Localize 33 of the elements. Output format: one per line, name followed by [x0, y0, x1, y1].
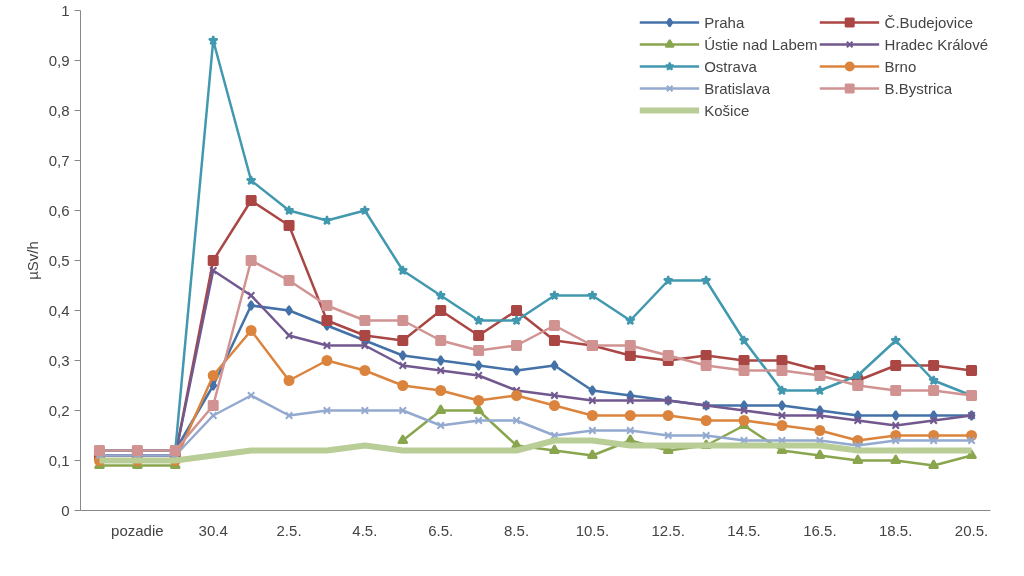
x-tick-label: 14.5.: [727, 521, 761, 539]
y-axis-title: µSv/h: [23, 241, 41, 280]
y-tick-label: 0,3: [48, 351, 70, 369]
legend-label: Ostrava: [704, 56, 757, 76]
legend-label: Brno: [884, 56, 917, 76]
y-tick-label: 0,9: [48, 51, 70, 69]
y-tick-label: 0,2: [48, 401, 70, 419]
x-tick-label: 12.5.: [651, 521, 685, 539]
legend-label: Ústie nad Labem: [704, 34, 818, 54]
x-tick-label: 18.5.: [879, 521, 913, 539]
y-tick-label: 0,7: [48, 151, 70, 169]
y-tick-label: 0,5: [48, 251, 70, 269]
legend-label: Č.Budejovice: [884, 12, 973, 32]
x-tick-label: pozadie: [111, 521, 164, 539]
x-tick-label: 2.5.: [276, 521, 302, 539]
y-tick-label: 0,1: [48, 451, 70, 469]
x-tick-label: 8.5.: [504, 521, 530, 539]
y-tick-label: 0: [61, 501, 70, 519]
y-tick-label: 0,6: [48, 201, 70, 219]
legend-label: Bratislava: [704, 78, 771, 98]
legend-label: Praha: [704, 12, 745, 32]
x-tick-label: 6.5.: [428, 521, 454, 539]
y-tick-label: 0,4: [48, 301, 70, 319]
y-tick-label: 1: [61, 1, 70, 19]
y-tick-label: 0,8: [48, 101, 70, 119]
x-tick-label: 20.5.: [954, 521, 989, 539]
legend-label: Košice: [704, 100, 750, 120]
x-tick-label: 10.5.: [575, 521, 610, 539]
x-tick-label: 30.4: [198, 521, 228, 539]
x-tick-label: 16.5.: [803, 521, 837, 539]
legend-label: Hradec Králové: [884, 34, 988, 54]
x-tick-label: 4.5.: [352, 521, 378, 539]
legend-label: B.Bystrica: [884, 78, 953, 98]
